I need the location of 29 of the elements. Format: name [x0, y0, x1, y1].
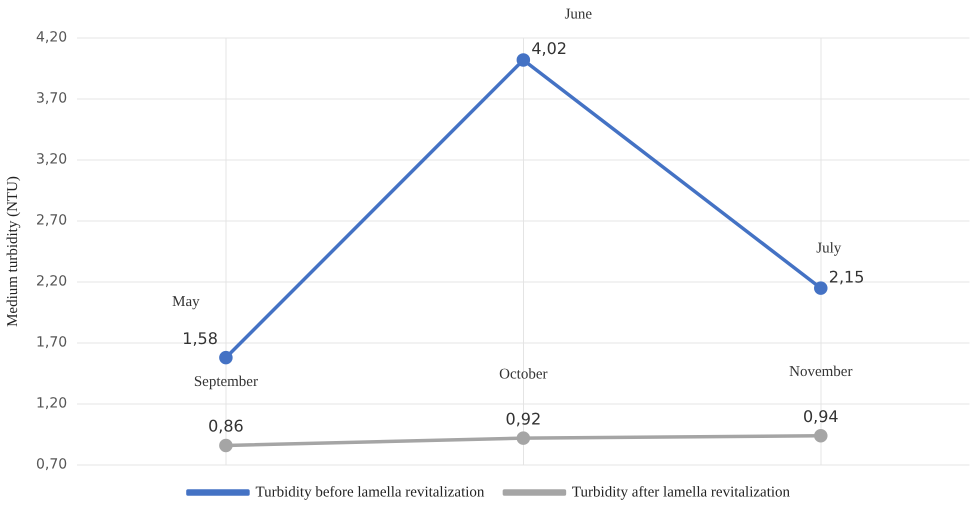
legend-label: Turbidity after lamella revitalization: [572, 484, 791, 500]
y-tick-label: 1,70: [36, 334, 68, 351]
data-label: 0,94: [802, 406, 839, 426]
y-axis-title: Medium turbidity (NTU): [4, 176, 21, 327]
annotation: September: [194, 374, 258, 390]
point: [516, 431, 530, 445]
annotation: October: [499, 366, 548, 383]
data-label: 4,02: [531, 39, 567, 58]
text: June: [564, 6, 592, 22]
point: [814, 428, 828, 442]
y-tick-label: 3,70: [36, 90, 68, 107]
annotation: July: [816, 240, 842, 257]
data-label: 0,86: [208, 416, 244, 436]
legend-label: Turbidity before lamella revitalization: [255, 484, 485, 500]
y-tick-label: 2,20: [36, 274, 68, 290]
point: [219, 350, 233, 364]
y-tick-label: 0,70: [36, 456, 68, 473]
point: [814, 281, 828, 295]
y-tick-label: 1,20: [36, 396, 68, 412]
annotation: May: [172, 294, 200, 310]
point: [516, 53, 530, 67]
y-tick-label: 4,20: [36, 30, 68, 46]
data-label: 0,92: [506, 409, 542, 428]
data-label: 2,15: [828, 267, 864, 286]
y-tick-label: 3,20: [36, 152, 68, 168]
y-tick-label: 2,70: [36, 212, 68, 229]
annotation: November: [789, 364, 852, 380]
data-label: 1,58: [182, 328, 218, 348]
point: [219, 438, 233, 452]
